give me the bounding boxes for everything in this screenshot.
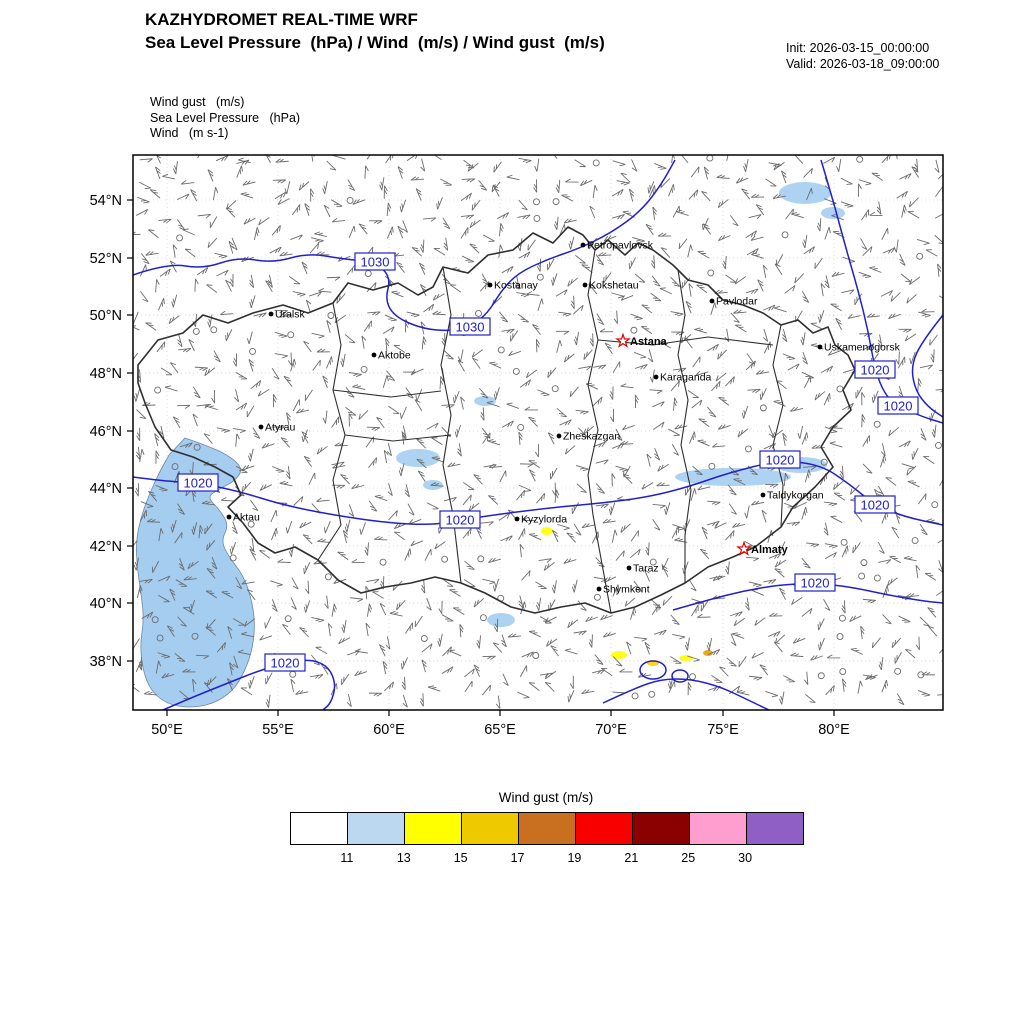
y-axis-label: 38°N [90,654,122,670]
isobar-label: 1030 [361,255,390,270]
city-marker: Zheskazgan [556,431,620,443]
x-axis-label: 70°E [595,722,627,738]
x-axis-label: 75°E [707,722,739,738]
x-axis-label: 65°E [484,722,516,738]
colorbar-tick-labels: 11 13 15 17 19 21 25 30 [290,851,802,867]
city-label: Taldykorgan [767,490,824,502]
isobar-label: 1020 [861,498,890,513]
colorbar-tick: 17 [510,851,525,865]
y-axis-label: 54°N [90,193,122,209]
colorbar-cell [519,813,576,844]
city-label: Kyzylorda [521,514,567,526]
colorbar-title: Wind gust (m/s) [498,790,594,805]
city-marker: Uskamenogorsk [817,342,901,354]
y-axis-label: 50°N [90,308,122,324]
city-label: Atyrau [265,422,296,434]
isobar-label: 1020 [271,656,300,671]
x-axis-label: 80°E [818,722,850,738]
city-marker: Almaty [736,540,789,556]
city-marker: Aktobe [371,350,411,362]
y-axis-label: 44°N [90,481,122,497]
y-axis-label: 52°N [90,251,122,267]
y-axis-label: 42°N [90,539,122,555]
page-title: KAZHYDROMET REAL-TIME WRF [145,10,418,29]
isobar-label: 1030 [456,320,485,335]
colorbar-cell [405,813,462,844]
city-label: Zheskazgan [563,431,620,443]
admin-borders [137,226,856,614]
city-label: Astana [630,336,668,348]
isobar-label: 1020 [861,363,890,378]
city-marker: Pavlodar [709,296,758,308]
init-time: Init: 2026-03-15_00:00:00 [786,41,930,55]
colorbar-cell [348,813,405,844]
city-marker: Kostanay [487,280,539,292]
legend-line-slp: Sea Level Pressure (hPa) [150,110,301,125]
axes: 54°N 52°N 50°N 48°N 46°N 44°N 42°N 40°N 38°N 50°E… [90,193,851,738]
valid-time: Valid: 2026-03-18_09:00:00 [786,57,940,71]
run-times: Init: 2026-03-15_00:00:00 Valid: 2026-03… [786,40,939,72]
isobar-label: 1020 [184,476,213,491]
colorbar-tick: 11 [340,851,354,865]
city-label: Pavlodar [716,296,758,308]
isobar-label: 1020 [766,453,795,468]
city-marker: Astana [615,332,668,348]
city-marker: Atyrau [258,422,296,434]
city-label: Kostanay [494,280,539,292]
x-axis-label: 60°E [373,722,405,738]
isobar-label: 1020 [884,399,913,414]
city-marker: Taraz [626,563,659,575]
city-marker: Kyzylorda [514,514,567,526]
y-axis-label: 40°N [90,596,122,612]
cities-layer: Petropavlovsk Kostanay Kokshetau Pavlodar Ur… [226,240,901,596]
x-axis-label: 55°E [262,722,294,738]
map-frame [132,154,944,711]
x-axis-label: 50°E [151,722,183,738]
variable-legend: Wind gust (m/s) Sea Level Pressure (hPa)… [150,95,300,142]
city-label: Taraz [633,563,659,575]
colorbar-tick: 19 [567,851,582,865]
colorbar-tick: 30 [738,851,753,865]
city-marker: Petropavlovsk [580,240,654,252]
city-marker: Aktau [226,512,260,524]
y-axis-label: 48°N [90,366,122,382]
city-marker: Uralsk [268,309,306,321]
city-label: Almaty [751,544,789,556]
city-label: Karaganda [660,372,712,384]
colorbar-cell [747,813,803,844]
isobar-label: 1020 [801,576,830,591]
city-label: Shymkent [603,584,650,596]
city-marker: Taldykorgan [760,490,824,502]
city-label: Aktobe [378,350,411,362]
colorbar-tick: 21 [624,851,639,865]
isobar-label: 1020 [446,513,475,528]
city-marker: Shymkent [596,584,650,596]
city-marker: Kokshetau [582,280,639,292]
map-interior: 1030 1030 1020 1020 1020 1020 1020 1020 1020 1020… [133,155,943,710]
colorbar-cell [633,813,690,844]
colorbar-cell [690,813,747,844]
wind-gust-colorbar [290,812,804,845]
colorbar-cell [291,813,348,844]
city-label: Kokshetau [589,280,639,292]
colorbar-cell [576,813,633,844]
legend-line-wind-gust: Wind gust (m/s) [150,95,245,109]
city-label: Petropavlovsk [587,240,654,252]
wind-gust-shading [136,182,845,708]
legend-line-wind: Wind (m s-1) [150,126,229,140]
weather-map: 1030 1030 1020 1020 1020 1020 1020 1020 1020 1020… [90,154,944,738]
y-axis-label: 46°N [90,424,122,440]
page-subtitle: Sea Level Pressure (hPa) / Wind (m/s) / … [145,33,605,52]
city-label: Uralsk [275,309,306,321]
colorbar-cell [462,813,519,844]
isobar-labels: 1030 1030 1020 1020 1020 1020 1020 1020 1020 1020 [177,252,919,672]
colorbar-tick: 25 [681,851,696,865]
city-label: Aktau [233,512,260,524]
colorbar-tick: 13 [396,851,411,865]
colorbar-tick: 15 [453,851,468,865]
map-panel: 1030 1030 1020 1020 1020 1020 1020 1020 1020 1020… [60,150,960,750]
city-marker: Karaganda [653,372,712,384]
city-label: Uskamenogorsk [824,342,901,354]
